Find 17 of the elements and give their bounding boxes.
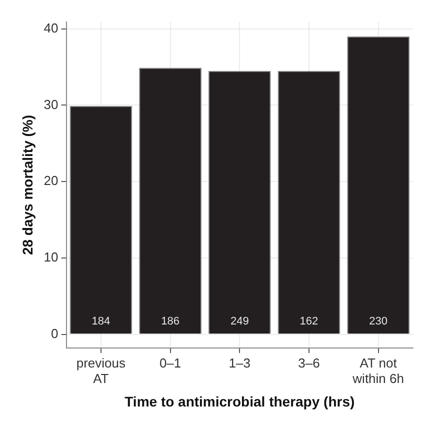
y-tick-label: 10 (44, 249, 58, 264)
y-axis-title: 28 days mortality (%) (19, 114, 36, 256)
annotation: 184 (92, 315, 110, 328)
x-tick-label: previous AT (76, 355, 126, 386)
x-tick-label: 3–6 (298, 355, 320, 370)
annotation: 249 (230, 315, 249, 328)
annotation: 162 (300, 315, 318, 328)
x-axis-title: Time to antimicrobial therapy (hrs) (124, 393, 355, 410)
y-tick-label: 0 (51, 326, 58, 341)
annotation: 186 (161, 315, 180, 328)
y-tick-label: 30 (44, 96, 58, 112)
x-tick-label: 1–3 (228, 355, 250, 370)
y-tick-label: 20 (44, 173, 58, 188)
annotation: 230 (369, 315, 388, 328)
x-tick-label: AT not within 6h (352, 355, 404, 386)
x-tick-label: 0–1 (159, 355, 182, 370)
y-tick-label: 40 (44, 20, 58, 36)
